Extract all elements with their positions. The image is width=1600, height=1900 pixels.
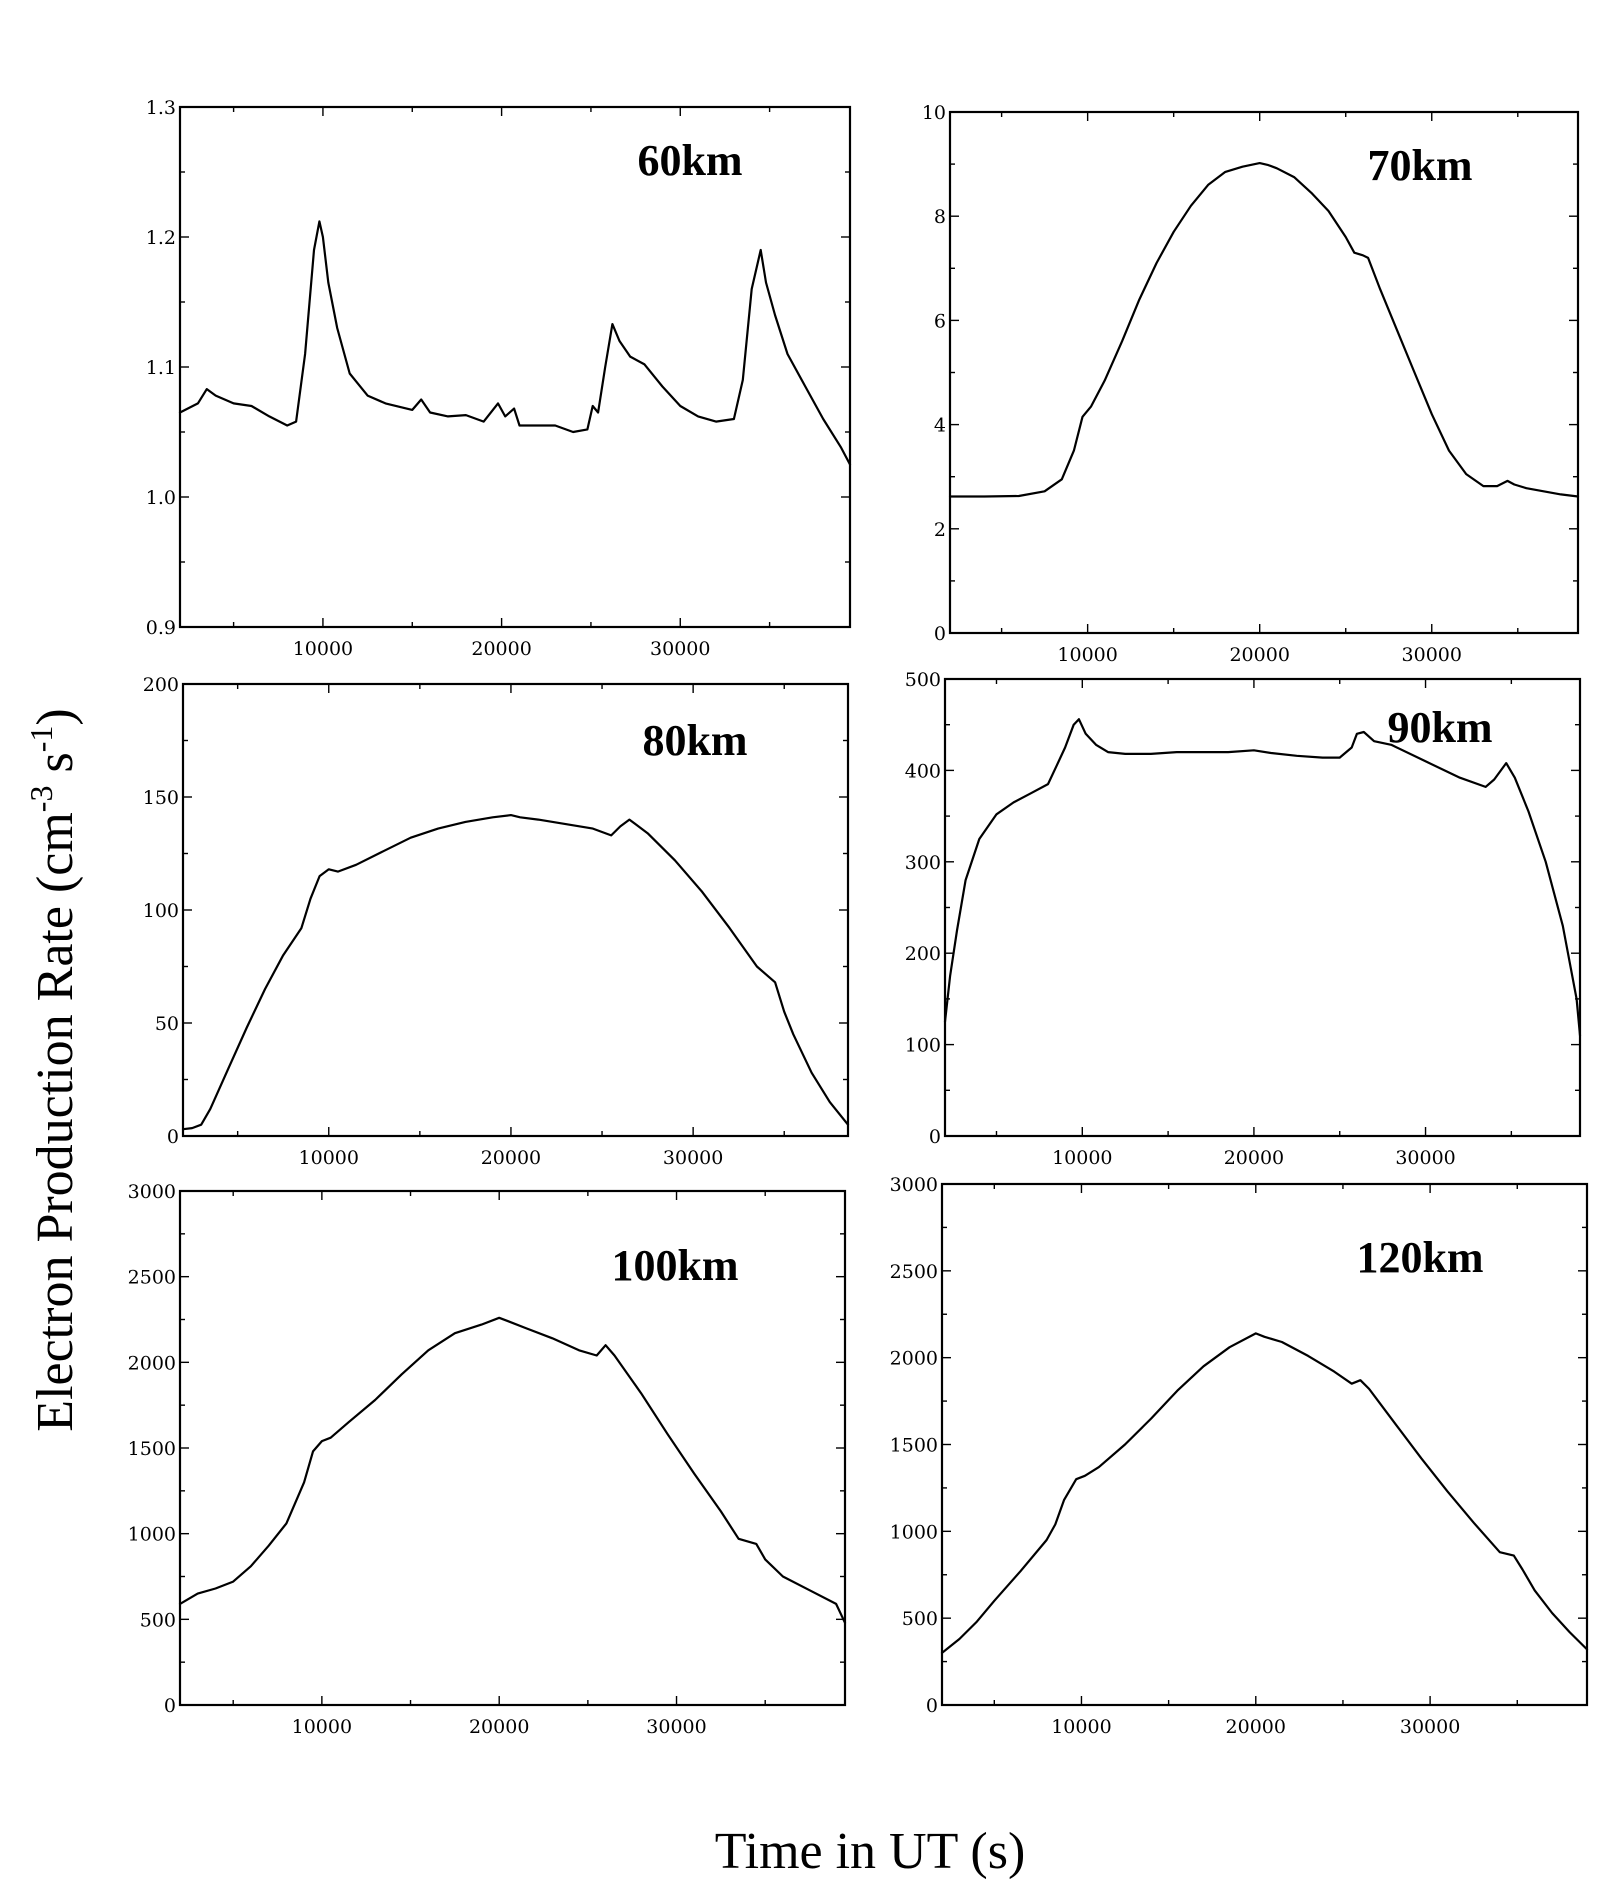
panel-label: 60km [637,136,742,185]
y-tick-label: 1.3 [146,97,176,119]
y-tick-label: 0 [926,1695,938,1717]
x-tick-label: 30000 [1402,644,1462,666]
plot-frame [948,110,1580,635]
plot-frame [178,105,852,629]
x-tick-label: 20000 [1229,644,1289,666]
y-tick-label: 400 [905,760,941,782]
panel-100km: 0 500 1000 1500 2000 2500 3000 10000 20000 30000 1… [128,1181,847,1738]
y-tick-label: 8 [934,206,946,228]
y-tick-label: 150 [143,787,179,809]
x-tick-label: 30000 [663,1147,723,1169]
x-tick-label: 10000 [1052,1147,1112,1169]
y-tick-label: 3000 [890,1174,938,1196]
y-tick-label: 1.1 [146,357,176,379]
y-tick-label: 1000 [890,1521,938,1543]
panel-80km: 0 50 100 150 200 10000 20000 30000 80km [143,674,850,1169]
y-tick-label: 2 [934,519,946,541]
x-tick-label: 20000 [1226,1716,1286,1738]
panel-120km: 0 500 1000 1500 2000 2500 3000 10000 20000 30000 1… [890,1174,1589,1738]
panel-label: 120km [1356,1233,1483,1282]
series-line-120km [940,1332,1589,1655]
x-tick-label: 30000 [1400,1716,1460,1738]
x-tick-label: 20000 [1224,1147,1284,1169]
plot-frame [940,1182,1589,1707]
y-tick-label: 200 [905,943,941,965]
y-tick-label: 2000 [128,1352,176,1374]
series-line-70km [948,162,1580,498]
x-tick-label: 20000 [469,1716,529,1738]
y-tick-label: 2500 [890,1261,938,1283]
x-tick-label: 30000 [646,1716,706,1738]
series-line-100km [178,1316,847,1624]
y-tick-label: 0.9 [146,617,176,639]
x-tick-label: 20000 [471,638,531,660]
y-tick-label: 1500 [890,1435,938,1457]
x-tick-label: 20000 [481,1147,541,1169]
y-tick-label: 200 [143,674,179,696]
series-line-60km [178,220,852,466]
y-tick-label: 0 [164,1695,176,1717]
y-tick-label: 2500 [128,1267,176,1289]
y-tick-label: 500 [905,669,941,691]
y-tick-label: 0 [934,623,946,645]
y-tick-label: 0 [167,1126,179,1148]
x-tick-label: 10000 [1057,644,1117,666]
panel-label: 70km [1367,141,1472,190]
y-tick-label: 4 [934,415,946,437]
x-tick-label: 30000 [650,638,710,660]
panel-label: 90km [1387,703,1492,752]
y-tick-label: 100 [905,1035,941,1057]
y-tick-label: 6 [934,310,946,332]
y-tick-label: 100 [143,900,179,922]
x-tick-label: 10000 [292,1716,352,1738]
y-axis-title: Electron Production Rate (cm-3 s-1) [23,708,84,1431]
y-tick-label: 3000 [128,1181,176,1203]
y-tick-label: 1.2 [146,227,176,249]
panel-60km: 0.9 1.0 1.1 1.2 1.3 10000 20000 30000 60km [146,97,852,660]
series-line-80km [181,813,850,1131]
y-tick-label: 500 [140,1609,176,1631]
y-tick-label: 0 [929,1126,941,1148]
x-axis-title: Time in UT (s) [715,1823,1026,1880]
y-tick-label: 2000 [890,1348,938,1370]
panel-label: 80km [642,716,747,765]
x-tick-label: 10000 [299,1147,359,1169]
y-tick-label: 1000 [128,1524,176,1546]
plot-frame [181,682,850,1138]
panel-70km: 0 2 4 6 8 10 10000 20000 30000 70km [922,102,1580,666]
y-tick-label: 10 [922,102,946,124]
panel-label: 100km [611,1241,738,1290]
plot-frame [178,1189,847,1707]
x-tick-label: 10000 [293,638,353,660]
series-line-90km [943,718,1582,1037]
x-tick-label: 30000 [1395,1147,1455,1169]
y-tick-label: 1500 [128,1438,176,1460]
y-tick-label: 500 [902,1608,938,1630]
y-tick-label: 50 [155,1013,179,1035]
x-tick-label: 10000 [1051,1716,1111,1738]
y-tick-label: 1.0 [146,487,176,509]
panel-90km: 0 100 200 300 400 500 10000 20000 30000 90km [905,669,1582,1169]
y-tick-label: 300 [905,852,941,874]
